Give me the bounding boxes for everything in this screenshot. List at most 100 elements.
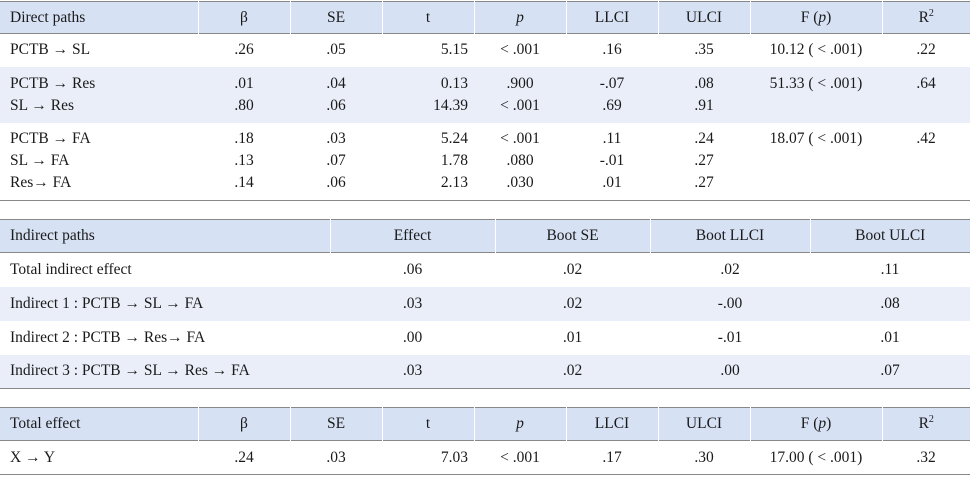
header-t: t	[382, 407, 475, 441]
se-value: .06	[326, 174, 346, 192]
effect-cell: .06	[330, 252, 495, 287]
p-cell: .900 < .001	[474, 66, 566, 123]
boot-se-cell: .02	[495, 354, 650, 389]
se-cell: .03	[290, 440, 382, 475]
header-boot-ulci: Boot ULCI	[810, 219, 970, 253]
path-cell: PCTB → FA SL → FA Res→ FA	[0, 122, 198, 201]
beta-value: .13	[234, 152, 254, 170]
boot-ulci-cell: .08	[810, 286, 970, 321]
beta-value: .18	[234, 130, 254, 148]
se-value: .04	[326, 74, 346, 92]
t-cell: 0.13 14.39	[382, 66, 474, 123]
path-cell: Indirect 1 : PCTB → SL → FA	[0, 286, 330, 321]
f-cell: 17.00 ( < .001)	[750, 440, 882, 475]
ulci-value: .27	[694, 174, 714, 192]
indirect-paths-table: Indirect paths Effect Boot SE Boot LLCI …	[0, 219, 970, 389]
beta-cell: .24	[198, 440, 290, 475]
path-text: PCTB → FA	[10, 130, 91, 148]
f-cell: 51.33 ( < .001)	[750, 66, 882, 123]
boot-llci-cell: -.00	[650, 286, 810, 321]
total-effect-table: Total effect β SE t p LLCI ULCI F (p) R2…	[0, 407, 970, 475]
path-cell: Indirect 2 : PCTB → Res→ FA	[0, 320, 330, 355]
path-cell: PCTB → Res SL → Res	[0, 66, 198, 123]
table-row: Total indirect effect .06 .02 .02 .11	[0, 252, 970, 287]
se-cell: .04 .06	[290, 66, 382, 123]
llci-cell: .11 -.01 .01	[566, 122, 658, 201]
r2-cell: .42	[882, 122, 970, 201]
r2-value: .42	[916, 130, 936, 148]
effect-cell: .00	[330, 320, 495, 355]
llci-value: .01	[602, 174, 622, 192]
path-text: PCTB → Res	[10, 74, 96, 92]
t-value: 1.78	[440, 152, 468, 170]
header-beta: β	[198, 407, 291, 441]
boot-ulci-cell: .07	[810, 354, 970, 389]
ulci-value: .91	[694, 96, 714, 114]
boot-se-cell: .01	[495, 320, 650, 355]
llci-value: .69	[602, 96, 622, 114]
direct-header-row: Direct paths β SE t p LLCI ULCI F (p) R2	[0, 1, 970, 34]
total-header-row: Total effect β SE t p LLCI ULCI F (p) R2	[0, 407, 970, 441]
ulci-cell: .35	[658, 33, 750, 67]
boot-ulci-cell: .11	[810, 252, 970, 287]
header-p: p	[474, 1, 567, 34]
beta-value: .01	[234, 74, 254, 92]
header-effect: Effect	[330, 219, 496, 253]
effect-cell: .03	[330, 354, 495, 389]
path-cell: X → Y	[0, 440, 198, 475]
f-value: 18.07 ( < .001)	[769, 130, 863, 148]
header-boot-se: Boot SE	[495, 219, 651, 253]
table-row-group: PCTB → FA SL → FA Res→ FA .18 .13 .14 .0…	[0, 122, 970, 201]
se-value: .07	[326, 152, 346, 170]
table-row: X → Y .24 .03 7.03 < .001 .17 .30 17.00 …	[0, 440, 970, 475]
path-text: SL → Res	[10, 96, 75, 114]
f-cell: 10.12 ( < .001)	[750, 33, 882, 67]
header-direct-paths: Direct paths	[0, 1, 199, 34]
llci-cell: -.07 .69	[566, 66, 658, 123]
header-ulci: ULCI	[658, 1, 751, 34]
header-beta: β	[198, 1, 291, 34]
header-llci: LLCI	[566, 407, 659, 441]
llci-value: .11	[602, 130, 622, 148]
ulci-value: .08	[694, 74, 714, 92]
header-se: SE	[290, 407, 383, 441]
t-cell: 5.15	[382, 33, 474, 67]
t-value: 0.13	[440, 74, 468, 92]
header-t: t	[382, 1, 475, 34]
direct-paths-table: Direct paths β SE t p LLCI ULCI F (p) R2…	[0, 1, 970, 201]
header-indirect-paths: Indirect paths	[0, 219, 331, 253]
boot-llci-cell: -.01	[650, 320, 810, 355]
ulci-cell: .30	[658, 440, 750, 475]
effect-cell: .03	[330, 286, 495, 321]
ulci-cell: .08 .91	[658, 66, 750, 123]
table-row: Indirect 1 : PCTB → SL → FA .03 .02 -.00…	[0, 286, 970, 321]
se-value: .03	[326, 130, 346, 148]
beta-cell: .26	[198, 33, 290, 67]
header-llci: LLCI	[566, 1, 659, 34]
llci-value: -.07	[599, 74, 625, 92]
llci-cell: .17	[566, 440, 658, 475]
r2-cell: .32	[882, 440, 970, 475]
se-value: .06	[326, 96, 346, 114]
header-r2: R2	[882, 1, 970, 34]
header-boot-llci: Boot LLCI	[650, 219, 811, 253]
t-value: 2.13	[440, 174, 468, 192]
p-value: < .001	[500, 130, 540, 148]
beta-value: .14	[234, 174, 254, 192]
table-row: Indirect 2 : PCTB → Res→ FA .00 .01 -.01…	[0, 320, 970, 355]
p-cell: < .001 .080 .030	[474, 122, 566, 201]
ulci-cell: .24 .27 .27	[658, 122, 750, 201]
path-cell: Indirect 3 : PCTB → SL → Res → FA	[0, 354, 330, 389]
p-value: < .001	[500, 96, 540, 114]
ulci-value: .24	[694, 130, 714, 148]
p-value: .900	[506, 74, 534, 92]
t-cell: 7.03	[382, 440, 474, 475]
header-ulci: ULCI	[658, 407, 751, 441]
t-cell: 5.24 1.78 2.13	[382, 122, 474, 201]
beta-value: .80	[234, 96, 254, 114]
boot-llci-cell: .02	[650, 252, 810, 287]
p-cell: < .001	[474, 33, 566, 67]
header-total-effect: Total effect	[0, 407, 199, 441]
header-f-p: F (p)	[750, 407, 883, 441]
header-p: p	[474, 407, 567, 441]
